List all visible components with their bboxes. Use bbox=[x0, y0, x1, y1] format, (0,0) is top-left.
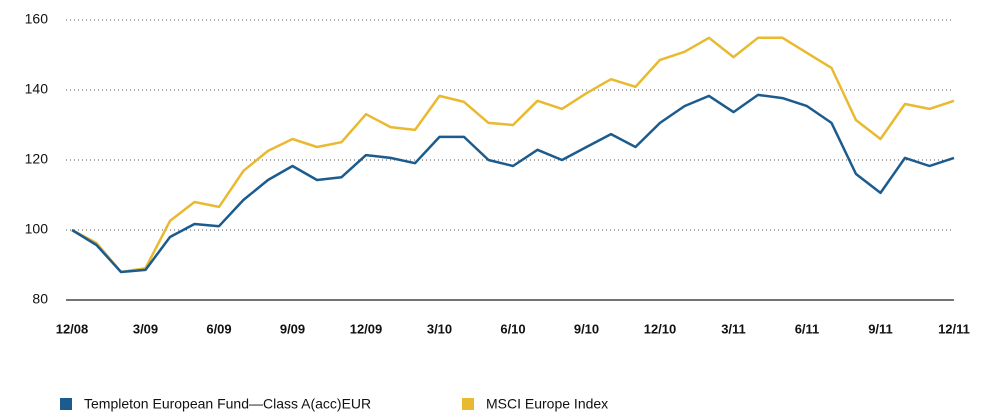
y-tick-label: 140 bbox=[25, 81, 49, 97]
x-tick-label: 12/11 bbox=[938, 321, 970, 336]
legend-swatch bbox=[462, 398, 474, 410]
x-tick-label: 9/10 bbox=[574, 321, 599, 336]
x-tick-label: 9/11 bbox=[868, 321, 893, 336]
series-line bbox=[71, 36, 955, 274]
legend-swatch bbox=[60, 398, 72, 410]
x-tick-label: 9/09 bbox=[280, 321, 305, 336]
y-tick-label: 120 bbox=[25, 151, 49, 167]
y-tick-label: 160 bbox=[25, 11, 49, 27]
y-tick-label: 100 bbox=[25, 221, 49, 237]
x-tick-label: 6/09 bbox=[206, 321, 231, 336]
x-tick-label: 6/11 bbox=[795, 321, 820, 336]
x-tick-label: 3/10 bbox=[427, 321, 452, 336]
x-tick-label: 3/11 bbox=[721, 321, 746, 336]
x-tick-label: 6/10 bbox=[500, 321, 525, 336]
legend-label: MSCI Europe Index bbox=[486, 396, 608, 412]
x-tick-label: 12/09 bbox=[350, 321, 383, 336]
x-tick-label: 3/09 bbox=[133, 321, 158, 336]
y-tick-label: 80 bbox=[32, 291, 48, 307]
x-tick-label: 12/08 bbox=[56, 321, 89, 336]
series-line bbox=[71, 93, 955, 274]
legend-label: Templeton European Fund—Class A(acc)EUR bbox=[84, 396, 371, 412]
x-tick-label: 12/10 bbox=[644, 321, 677, 336]
